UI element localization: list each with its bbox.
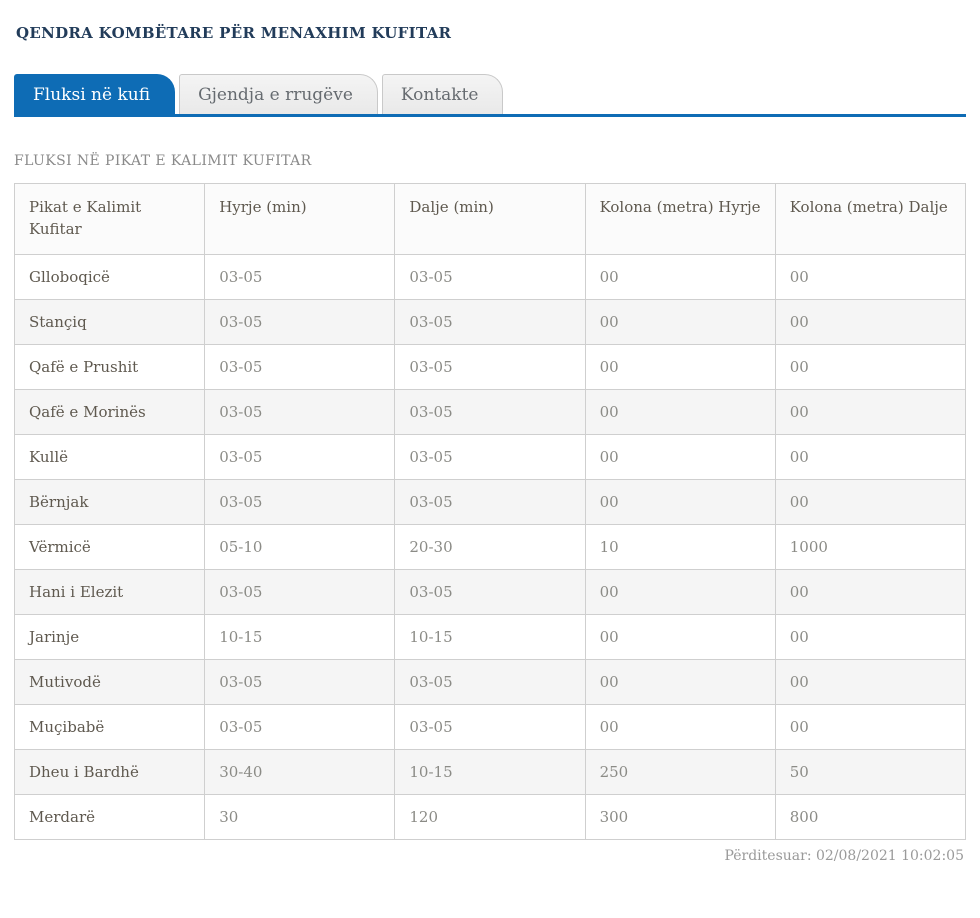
- table-header-row: Pikat e Kalimit Kufitar Hyrje (min) Dalje …: [13, 183, 967, 255]
- table-row: Qafë e Morinës 03-05 03-05 00 00: [13, 388, 967, 435]
- crossing-name: Stançiq: [13, 298, 206, 345]
- table-cell: 00: [774, 343, 967, 390]
- table-cell: 00: [584, 298, 776, 345]
- crossing-name: Kullë: [13, 433, 206, 480]
- table-cell: 00: [774, 613, 967, 660]
- table-cell: 03-05: [204, 388, 396, 435]
- table-cell: 30-40: [204, 748, 396, 795]
- border-crossings-table: Pikat e Kalimit Kufitar Hyrje (min) Dalje …: [13, 183, 967, 840]
- table-cell: 1000: [774, 523, 967, 570]
- crossing-name: Merdarë: [13, 793, 206, 840]
- table-cell: 03-05: [204, 568, 396, 615]
- table-cell: 00: [774, 253, 967, 300]
- table-cell: 00: [774, 298, 967, 345]
- table-cell: 03-05: [394, 433, 586, 480]
- table-cell: 03-05: [204, 298, 396, 345]
- table-cell: 03-05: [394, 298, 586, 345]
- crossing-name: Mutivodë: [13, 658, 206, 705]
- tab-kontakte[interactable]: Kontakte: [381, 74, 504, 114]
- table-row: Jarinje 10-15 10-15 00 00: [13, 613, 967, 660]
- table-cell: 00: [584, 568, 776, 615]
- table-cell: 03-05: [204, 658, 396, 705]
- table-cell: 00: [584, 478, 776, 525]
- column-header: Kolona (metra) Hyrje: [584, 183, 776, 255]
- column-header: Pikat e Kalimit Kufitar: [13, 183, 206, 255]
- table-cell: 00: [584, 703, 776, 750]
- crossing-name: Hani i Elezit: [13, 568, 206, 615]
- table-cell: 05-10: [204, 523, 396, 570]
- table-cell: 800: [774, 793, 967, 840]
- crossing-name: Muçibabë: [13, 703, 206, 750]
- crossing-name: Qafë e Morinës: [13, 388, 206, 435]
- table-cell: 03-05: [204, 478, 396, 525]
- table-row: Hani i Elezit 03-05 03-05 00 00: [13, 568, 967, 615]
- table-cell: 03-05: [204, 253, 396, 300]
- table-cell: 10-15: [394, 613, 586, 660]
- table-cell: 03-05: [394, 343, 586, 390]
- table-cell: 03-05: [394, 388, 586, 435]
- table-row: Merdarë 30 120 300 800: [13, 793, 967, 840]
- table-row: Mutivodë 03-05 03-05 00 00: [13, 658, 967, 705]
- table-cell: 10-15: [394, 748, 586, 795]
- crossing-name: Qafë e Prushit: [13, 343, 206, 390]
- crossing-name: Vërmicë: [13, 523, 206, 570]
- table-cell: 03-05: [204, 433, 396, 480]
- table-cell: 50: [774, 748, 967, 795]
- table-cell: 300: [584, 793, 776, 840]
- table-cell: 00: [584, 388, 776, 435]
- tab-fluksi-n-kufi[interactable]: Fluksi në kufi: [14, 74, 176, 114]
- table-cell: 00: [584, 433, 776, 480]
- column-header: Hyrje (min): [204, 183, 396, 255]
- column-header: Kolona (metra) Dalje: [774, 183, 967, 255]
- table-cell: 03-05: [394, 253, 586, 300]
- table-cell: 03-05: [394, 568, 586, 615]
- table-cell: 30: [204, 793, 396, 840]
- table-cell: 03-05: [204, 703, 396, 750]
- crossing-name: Dheu i Bardhë: [13, 748, 206, 795]
- table-cell: 00: [584, 343, 776, 390]
- crossing-name: Glloboqicë: [13, 253, 206, 300]
- table-row: Bërnjak 03-05 03-05 00 00: [13, 478, 967, 525]
- table-cell: 03-05: [394, 658, 586, 705]
- table-row: Stançiq 03-05 03-05 00 00: [13, 298, 967, 345]
- table-cell: 00: [584, 253, 776, 300]
- table-row: Kullë 03-05 03-05 00 00: [13, 433, 967, 480]
- table-cell: 00: [584, 658, 776, 705]
- table-row: Glloboqicë 03-05 03-05 00 00: [13, 253, 967, 300]
- table-cell: 10: [584, 523, 776, 570]
- crossing-name: Jarinje: [13, 613, 206, 660]
- table-cell: 250: [584, 748, 776, 795]
- table-row: Qafë e Prushit 03-05 03-05 00 00: [13, 343, 967, 390]
- table-row: Muçibabë 03-05 03-05 00 00: [13, 703, 967, 750]
- table-cell: 00: [774, 703, 967, 750]
- table-cell: 120: [394, 793, 586, 840]
- table-cell: 00: [774, 568, 967, 615]
- table-cell: 00: [774, 433, 967, 480]
- column-header: Dalje (min): [394, 183, 586, 255]
- table-cell: 00: [584, 613, 776, 660]
- table-cell: 03-05: [394, 478, 586, 525]
- tab-gjendja-e-rrug-ve[interactable]: Gjendja e rrugëve: [179, 74, 378, 114]
- table-cell: 00: [774, 478, 967, 525]
- table-cell: 03-05: [204, 343, 396, 390]
- table-cell: 20-30: [394, 523, 586, 570]
- table-row: Dheu i Bardhë 30-40 10-15 250 50: [13, 748, 967, 795]
- table-cell: 10-15: [204, 613, 396, 660]
- section-heading: FLUKSI NË PIKAT E KALIMIT KUFITAR: [14, 153, 312, 169]
- table-cell: 00: [774, 388, 967, 435]
- crossing-name: Bërnjak: [13, 478, 206, 525]
- table-cell: 03-05: [394, 703, 586, 750]
- table-row: Vërmicë 05-10 20-30 10 1000: [13, 523, 967, 570]
- tab-bar: Fluksi në kufi Gjendja e rrugëve Kontakte: [14, 74, 966, 117]
- page-title: QENDRA KOMBËTARE PËR MENAXHIM KUFITAR: [16, 24, 452, 42]
- updated-timestamp: Përditesuar: 02/08/2021 10:02:05: [724, 847, 964, 864]
- table-cell: 00: [774, 658, 967, 705]
